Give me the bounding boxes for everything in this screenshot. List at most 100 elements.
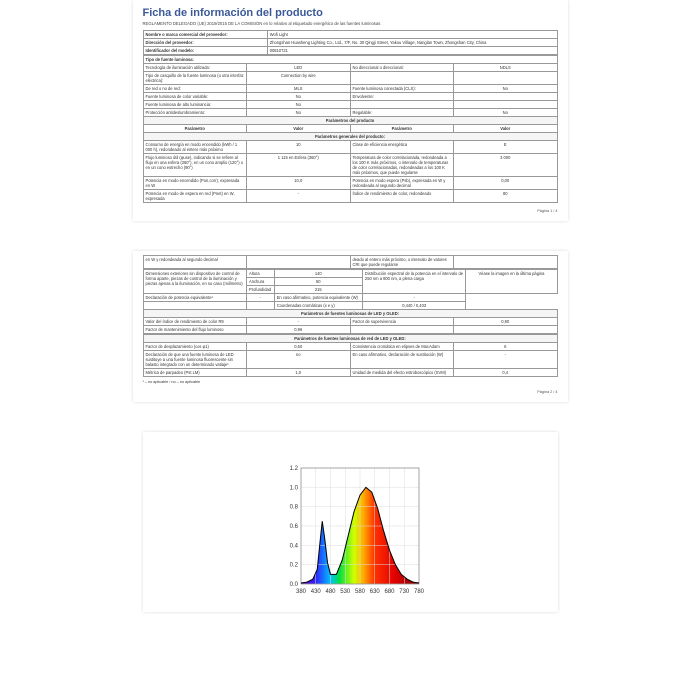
dim-val: 215 xyxy=(274,285,362,293)
cell: Consumo de energía en modo encendido (kW… xyxy=(143,141,247,154)
header-value: 00810721 xyxy=(267,47,557,55)
cell: Protección antideslumbramiento: xyxy=(143,108,247,116)
dims-right-label: Distribución espectral de la potencia en… xyxy=(362,269,466,293)
header-value: Zhongshan Huasheng Lighting Co., Ltd., 7… xyxy=(267,39,557,47)
gen-head: Parámetros generales del producto: xyxy=(143,133,557,141)
cell: No xyxy=(247,108,351,116)
svg-text:0.6: 0.6 xyxy=(290,524,299,530)
page-2: en W y redondeada al segundo decimaldead… xyxy=(133,251,568,402)
dim-name: Altura xyxy=(247,269,275,277)
cell: Declaración de potencia equivalente¹ xyxy=(143,293,247,301)
cell: Tecnología de iluminación utilizada: xyxy=(143,63,247,71)
cell: - xyxy=(362,293,466,301)
redled-table: Parámetros de fuentes luminosas de red d… xyxy=(143,334,558,377)
param-head: Valor xyxy=(454,125,558,133)
cell: De red o no de red: xyxy=(143,84,247,92)
redled-head: Parámetros de fuentes luminosas de red d… xyxy=(143,334,557,342)
cell: 0,00 xyxy=(454,177,558,190)
cell: Valor del índice de rendimiento de color… xyxy=(143,318,247,326)
cell: Clase de eficiencia energética xyxy=(350,141,454,154)
parametros-producto-head: Parámetros del producto xyxy=(143,117,557,125)
cell: Potencia en modo encendido (Pon,corr), e… xyxy=(143,177,247,190)
cell: - xyxy=(247,293,275,301)
svg-text:680: 680 xyxy=(384,589,395,595)
cell: 3 000 xyxy=(454,154,558,177)
header-table: Nombre o marca comercial del proveedor:W… xyxy=(143,30,558,55)
cell: 6 xyxy=(454,342,558,350)
cell: Temperatura de color correlacionada, red… xyxy=(350,154,454,177)
cell xyxy=(350,100,454,108)
cell: Coordenadas cromáticas (x e y) xyxy=(274,301,362,309)
cell: 80 xyxy=(454,190,558,203)
svg-text:0.2: 0.2 xyxy=(290,562,299,568)
led-table: Parámetros de fuentes luminosas de LED y… xyxy=(143,309,558,334)
cell xyxy=(454,256,558,269)
cell: Envolvente: xyxy=(350,92,454,100)
cell: 0,90 xyxy=(454,318,558,326)
cell xyxy=(143,301,247,309)
svg-text:730: 730 xyxy=(399,589,410,595)
cell: 10,0 xyxy=(247,177,351,190)
cell: Fuente luminosa de alto luminancia: xyxy=(143,100,247,108)
dim-name: Profundidad xyxy=(247,285,275,293)
cell xyxy=(454,92,558,100)
cell xyxy=(247,301,275,309)
spectral-chart: 0.00.20.40.60.81.01.23804304805305806306… xyxy=(275,462,425,602)
cell: deado al entero más próximo, o intervalo… xyxy=(350,256,454,269)
cell: LED xyxy=(247,63,351,71)
dim-val: 140 xyxy=(274,269,362,277)
cell: Connection by wire xyxy=(247,71,351,84)
svg-text:480: 480 xyxy=(325,589,336,595)
header-value: Wofi Light xyxy=(267,31,557,39)
cell: Factor de supervivencia xyxy=(350,318,454,326)
cell: E xyxy=(454,141,558,154)
cell: No xyxy=(247,92,351,100)
param-table: Parámetros del producto ParámetroValorPa… xyxy=(143,116,558,203)
svg-text:430: 430 xyxy=(311,589,322,595)
cell: Flujo luminoso útil (φuse), indicando si… xyxy=(143,154,247,177)
svg-text:380: 380 xyxy=(296,589,307,595)
cell: - xyxy=(247,318,351,326)
svg-text:1.2: 1.2 xyxy=(290,466,299,472)
cell: MLS xyxy=(247,84,351,92)
cell: Regulable: xyxy=(350,108,454,116)
svg-text:780: 780 xyxy=(414,589,425,595)
cell: Índice de rendimiento de color, redondea… xyxy=(350,190,454,203)
page-1: Ficha de información del producto REGLAM… xyxy=(133,0,568,221)
param-head: Parámetro xyxy=(143,125,247,133)
led-head: Parámetros de fuentes luminosas de LED y… xyxy=(143,310,557,318)
dims-label: Dimensiones exteriores sin dispositivo d… xyxy=(143,269,247,293)
cell: 0,96 xyxy=(247,326,351,334)
svg-text:0.8: 0.8 xyxy=(290,504,299,510)
cell: Unidad de medida del efecto estroboscópi… xyxy=(350,368,454,376)
cell xyxy=(247,256,351,269)
header-label: Nombre o marca comercial del proveedor: xyxy=(143,31,267,39)
cell xyxy=(454,326,558,334)
cell: No xyxy=(454,108,558,116)
cell: No direccional o direccional: xyxy=(350,63,454,71)
cell: Potencia en modo espera (Psb), expresada… xyxy=(350,177,454,190)
cell: Fuente luminosa conectada (CLS): xyxy=(350,84,454,92)
cell xyxy=(454,100,558,108)
tipo-head: Tipo de fuente luminosa: xyxy=(143,55,557,63)
page2-top-table: en W y redondeada al segundo decimaldead… xyxy=(143,255,558,269)
cell: En caso afirmativo, potencia equivalente… xyxy=(274,293,362,301)
svg-text:530: 530 xyxy=(340,589,351,595)
page-number: Página 1 / 4 xyxy=(143,209,558,213)
svg-text:0.0: 0.0 xyxy=(290,582,299,588)
cell: Fuente luminosa de color variable: xyxy=(143,92,247,100)
cell: 1,0 xyxy=(247,368,351,376)
cell: 1 115 en Esfera (360°) xyxy=(247,154,351,177)
cell xyxy=(350,71,454,84)
cell: Consistencia cromática en elipses de Mac… xyxy=(350,342,454,350)
dim-name: Anchura xyxy=(247,277,275,285)
svg-text:580: 580 xyxy=(355,589,366,595)
dim-val: 50 xyxy=(274,277,362,285)
param-head: Parámetro xyxy=(350,125,454,133)
page-number: Página 2 / 4 xyxy=(143,390,558,394)
dims-table: Dimensiones exteriores sin dispositivo d… xyxy=(143,269,558,310)
param-head: Valor xyxy=(247,125,351,133)
header-label: Dirección del proveedor: xyxy=(143,39,267,47)
footnote: ¹ – no aplicable / no – no aplicable xyxy=(143,380,558,384)
cell: Tipo de casquillo de la fuente luminosa … xyxy=(143,71,247,84)
